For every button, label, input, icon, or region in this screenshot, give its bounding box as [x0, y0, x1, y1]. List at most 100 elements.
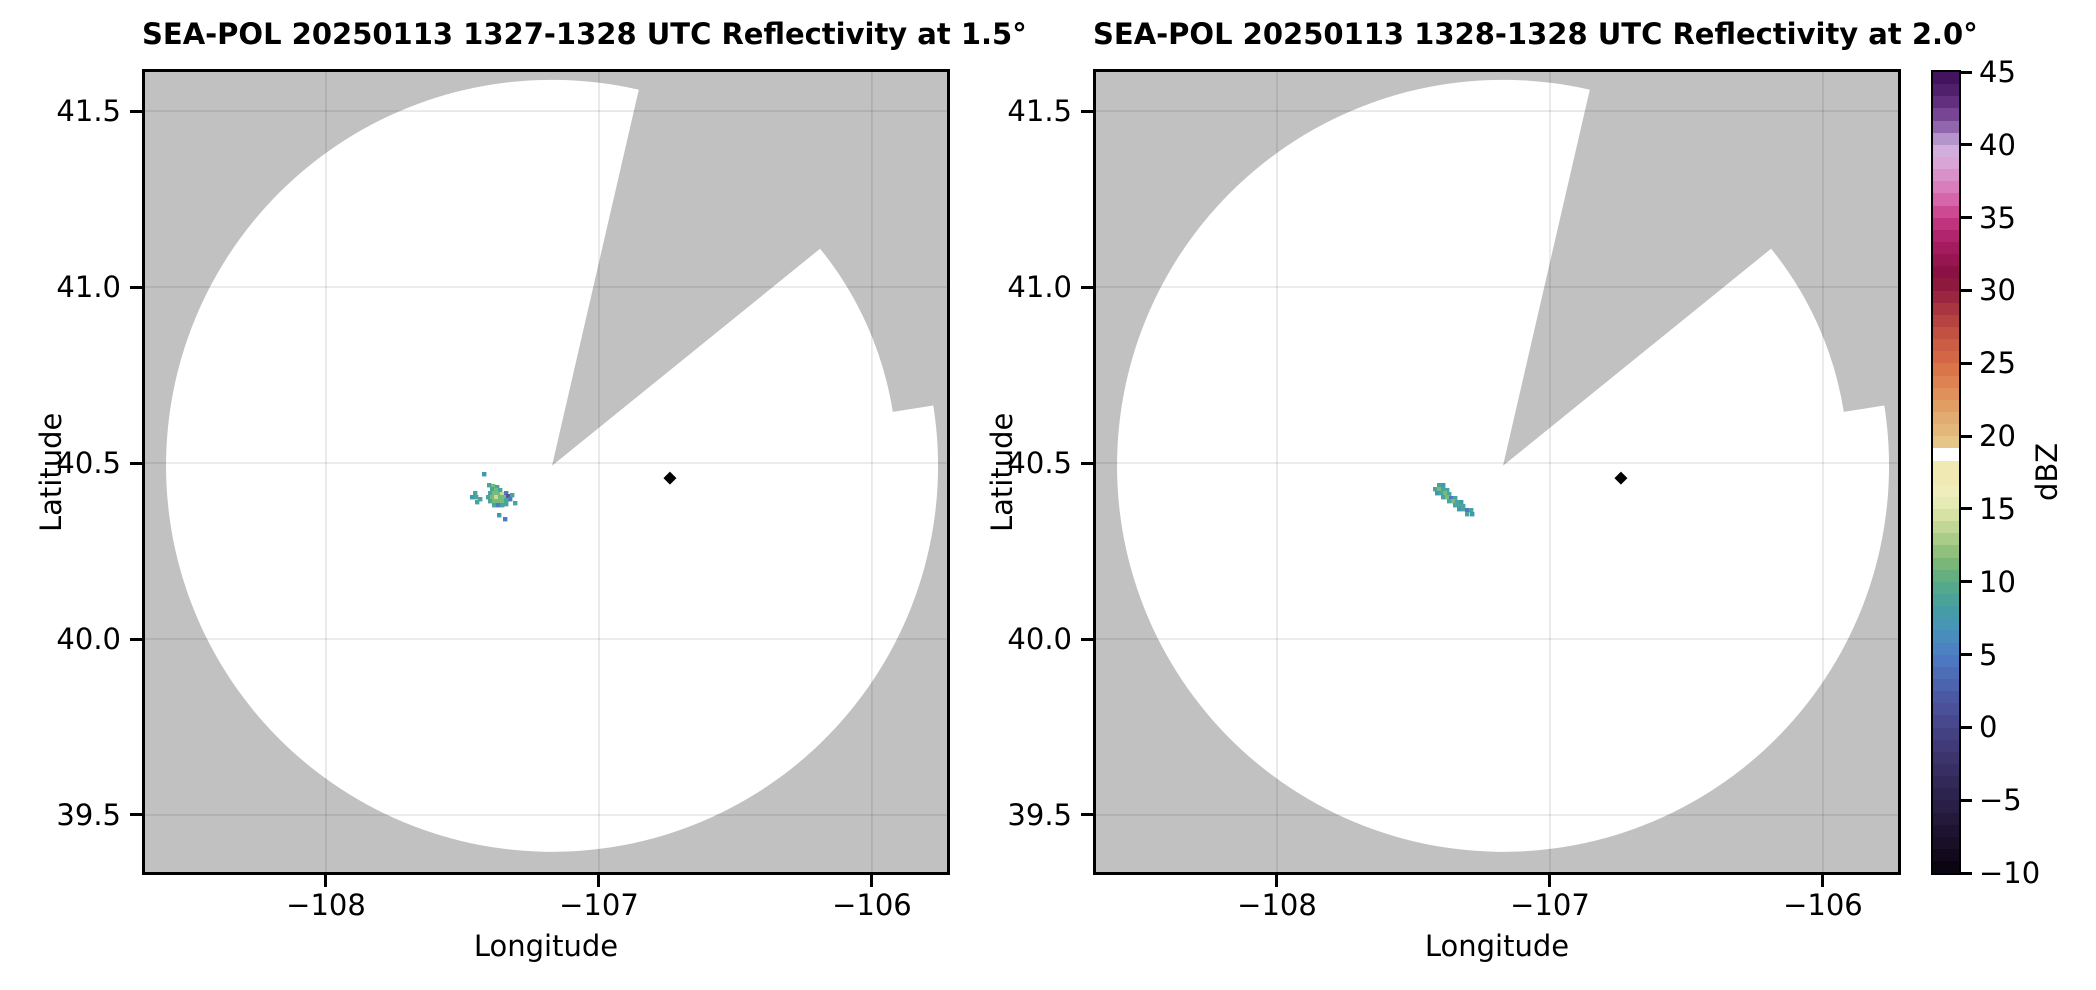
colorbar-band — [1933, 266, 1959, 279]
reflectivity-echo-cell — [498, 488, 503, 493]
reflectivity-echo-cell — [475, 500, 480, 505]
reflectivity-echo-cell — [1453, 503, 1458, 508]
colorbar-tick-mark — [1961, 580, 1972, 584]
reflectivity-echo-cell — [1441, 483, 1446, 488]
colorbar-band — [1933, 521, 1959, 534]
page-title: SEA-POL 20250113 1327-1328 UTC Reflectiv… — [142, 17, 1027, 51]
y-tick-label: 41.0 — [1007, 270, 1072, 305]
colorbar-band — [1933, 72, 1959, 85]
y-tick-mark — [1081, 109, 1093, 113]
colorbar-tick-mark — [1961, 507, 1972, 511]
reflectivity-echo-cell — [510, 493, 515, 498]
colorbar-band — [1933, 739, 1959, 752]
colorbar-tick-mark — [1961, 653, 1972, 657]
y-tick-label: 41.5 — [56, 94, 121, 129]
reflectivity-echo-cell — [1437, 487, 1442, 492]
colorbar-band — [1933, 302, 1959, 315]
reflectivity-echo-cell — [1439, 491, 1444, 496]
x-tick-mark — [1821, 875, 1825, 887]
x-tick-mark — [597, 875, 601, 887]
colorbar-band — [1933, 581, 1959, 595]
colorbar-tick-label: 35 — [1979, 200, 2016, 235]
colorbar-band — [1933, 630, 1959, 643]
x-axis-label: Longitude — [473, 929, 619, 963]
y-tick-mark — [130, 637, 142, 641]
colorbar-tick-label: 45 — [1979, 55, 2016, 89]
colorbar-band — [1933, 606, 1959, 619]
reflectivity-echo-cell — [497, 513, 502, 518]
colorbar-band — [1933, 144, 1959, 157]
x-tick-label: −106 — [832, 888, 912, 922]
radar-coverage-area — [166, 79, 939, 852]
colorbar-band — [1933, 679, 1959, 692]
colorbar-band — [1933, 363, 1959, 376]
colorbar-band — [1933, 715, 1959, 728]
y-tick-label: 40.0 — [56, 622, 121, 656]
reflectivity-echo-cell — [478, 497, 483, 502]
radar-plot-svg — [145, 72, 947, 872]
reflectivity-echo-cell — [487, 483, 492, 488]
reflectivity-echo-cell — [1461, 507, 1466, 512]
reflectivity-echo-cell — [1455, 500, 1460, 505]
reflectivity-echo-cell — [1447, 492, 1452, 497]
colorbar-band — [1933, 132, 1959, 145]
colorbar-band — [1933, 84, 1959, 97]
colorbar-band — [1933, 411, 1959, 425]
axes-area — [142, 69, 950, 875]
reflectivity-echo-cell — [513, 501, 518, 506]
reflectivity-echo-cell — [500, 492, 505, 497]
reflectivity-echo-cell — [488, 491, 493, 496]
colorbar-band — [1933, 375, 1959, 388]
colorbar-band — [1933, 120, 1959, 133]
colorbar-tick-mark — [1961, 143, 1972, 147]
colorbar-tick-label: 5 — [1979, 637, 1998, 672]
colorbar-tick-label: 10 — [1979, 564, 2016, 599]
y-tick-mark — [1081, 285, 1093, 289]
colorbar-band — [1933, 824, 1959, 837]
colorbar-band — [1933, 569, 1959, 582]
x-tick-mark — [1548, 875, 1552, 887]
colorbar-band — [1933, 181, 1959, 194]
colorbar-band — [1933, 472, 1959, 485]
colorbar-tick-label: −10 — [1979, 856, 2041, 890]
x-tick-mark — [324, 875, 328, 887]
y-tick-label: 41.5 — [1007, 94, 1072, 129]
colorbar-band — [1933, 339, 1959, 352]
reflectivity-echo-cell — [498, 495, 503, 500]
colorbar-band — [1933, 96, 1959, 109]
colorbar-band — [1933, 484, 1959, 497]
colorbar-band — [1933, 314, 1959, 327]
reflectivity-echo-cell — [490, 487, 495, 492]
reflectivity-echo-cell — [496, 499, 501, 504]
reflectivity-echo-cell — [1453, 496, 1458, 501]
colorbar-tick-label: −5 — [1979, 783, 2022, 818]
reflectivity-echo-cell — [500, 503, 505, 508]
y-tick-mark — [130, 285, 142, 289]
reflectivity-echo-cell — [508, 497, 513, 502]
reflectivity-echo-cell — [486, 495, 491, 500]
colorbar-band — [1933, 618, 1959, 631]
colorbar-tick-mark — [1961, 361, 1972, 365]
reflectivity-echo-cell — [1445, 488, 1450, 493]
colorbar-band — [1933, 436, 1959, 449]
colorbar-band — [1933, 156, 1959, 170]
colorbar-band — [1933, 727, 1959, 740]
reflectivity-echo-cell — [1437, 483, 1442, 488]
colorbar-band — [1933, 496, 1959, 510]
colorbar-tick-label: 30 — [1979, 273, 2016, 308]
axes-area — [1093, 69, 1901, 875]
reflectivity-echo-cell — [488, 499, 493, 504]
reflectivity-echo-cell — [495, 485, 500, 490]
colorbar-tick-label: 0 — [1979, 710, 1998, 745]
colorbar-band — [1933, 278, 1959, 291]
colorbar-band — [1933, 217, 1959, 230]
colorbar-tick-mark — [1961, 725, 1972, 729]
reflectivity-echo-cell — [1457, 503, 1462, 508]
reflectivity-echo-cell — [1435, 491, 1440, 496]
colorbar-band — [1933, 448, 1959, 460]
reflectivity-echo-cell — [496, 492, 501, 497]
reflectivity-echo-cell — [473, 491, 478, 496]
colorbar-band — [1933, 205, 1959, 218]
